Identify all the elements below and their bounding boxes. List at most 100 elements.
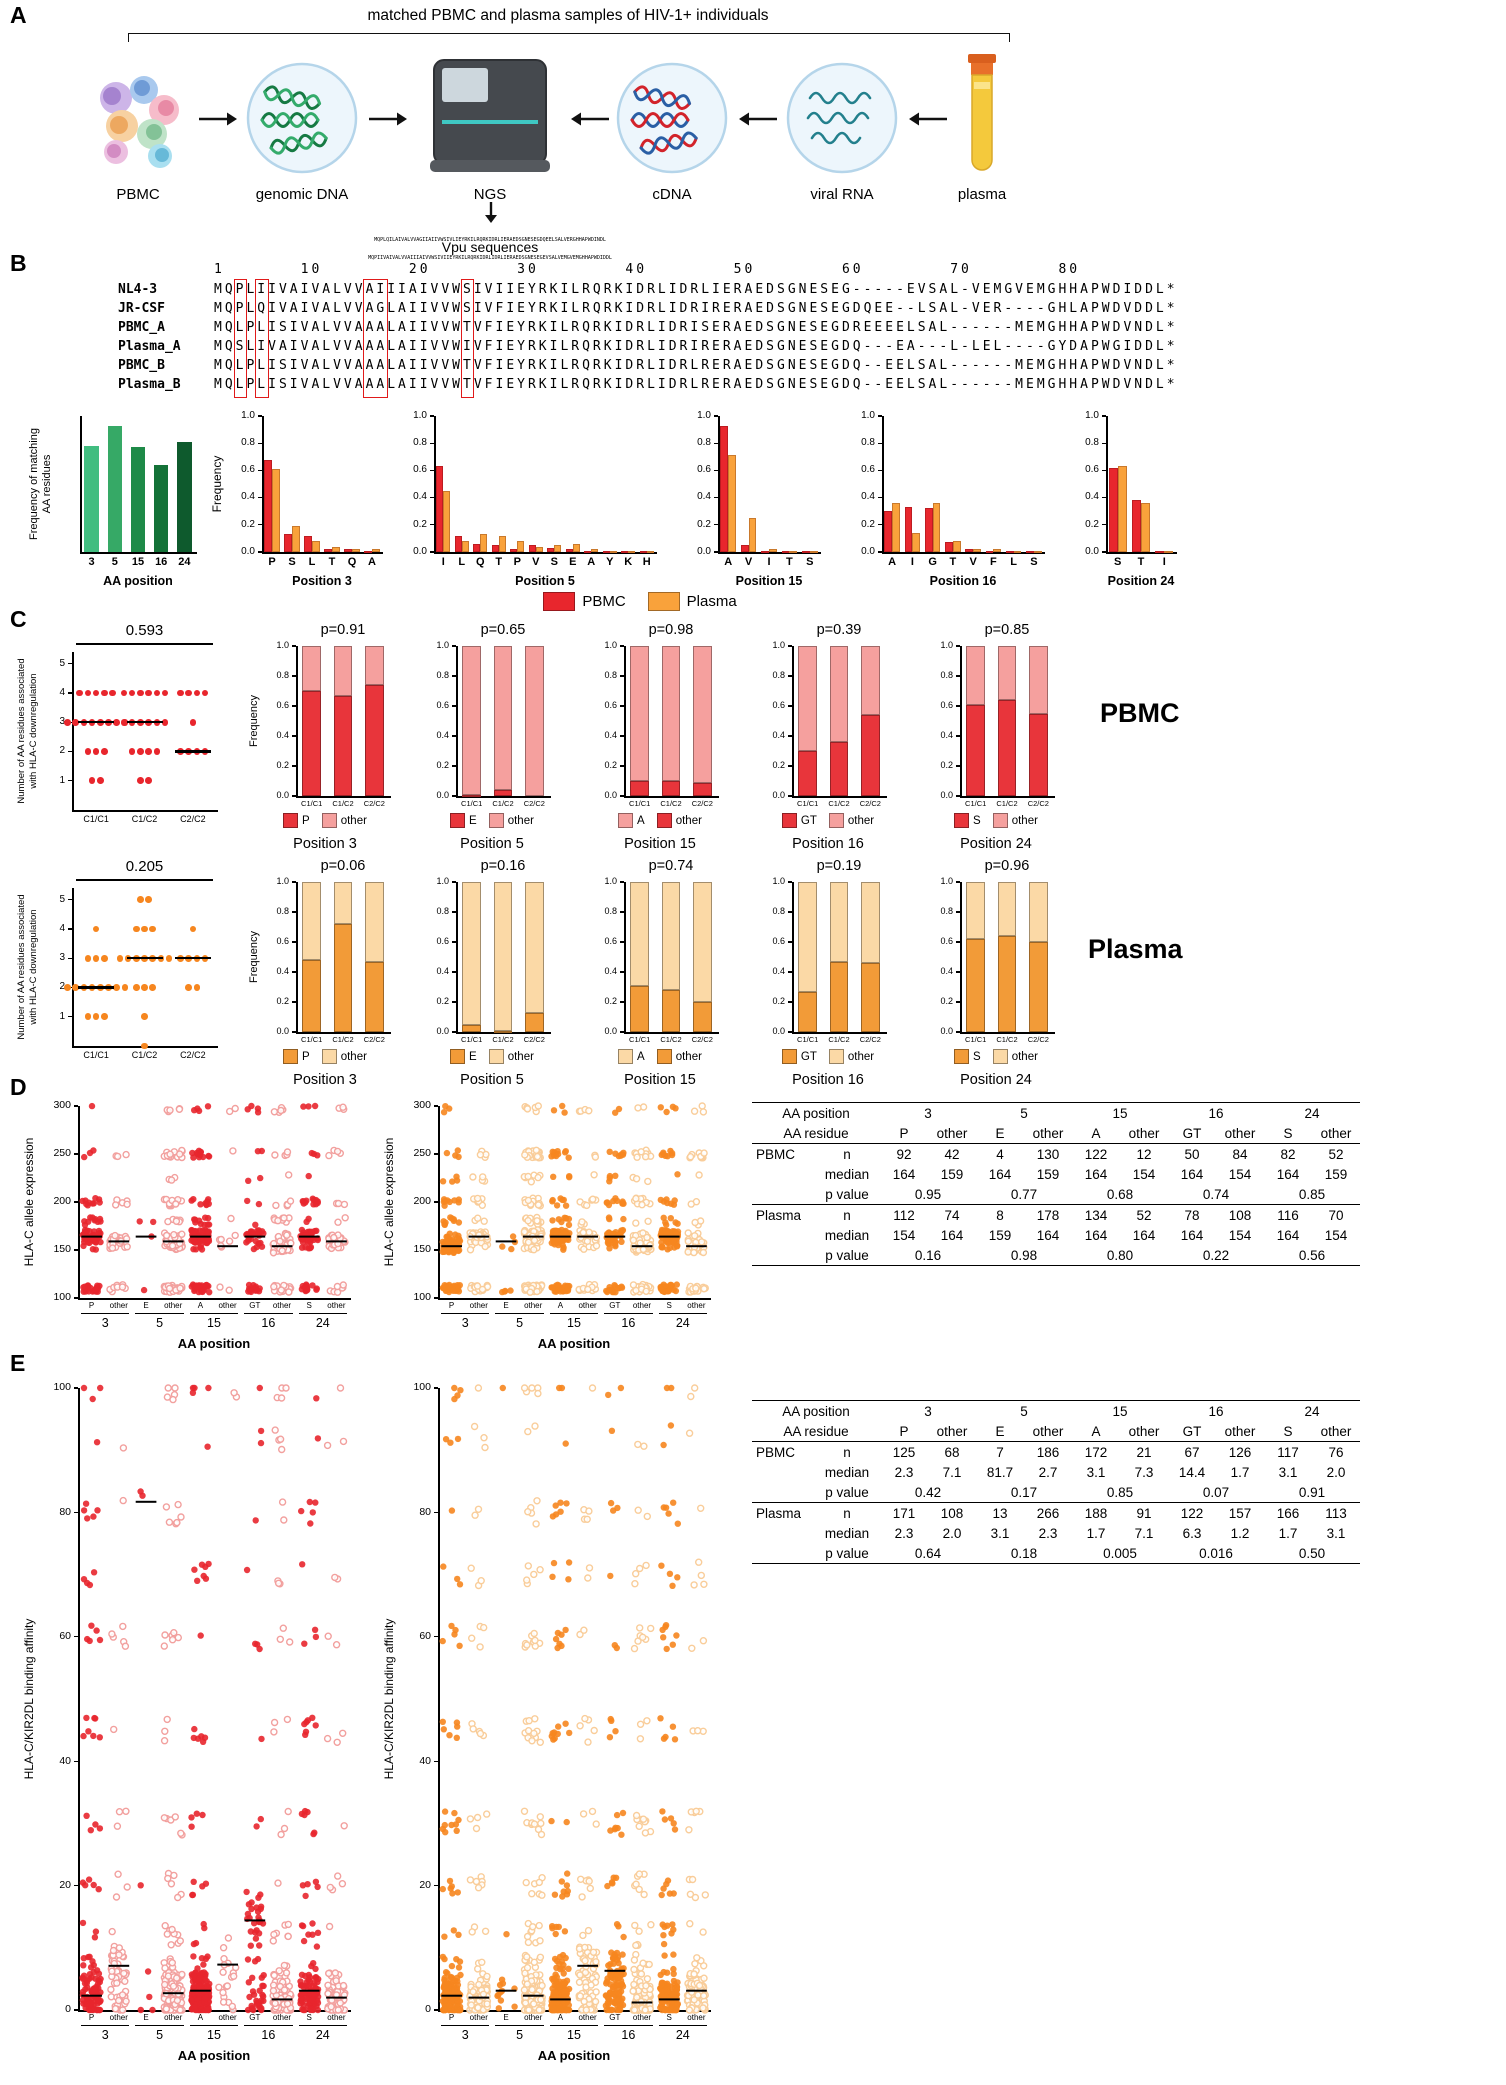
chart-primitive: 300 <box>53 1099 71 1112</box>
chart-primitive <box>788 911 792 913</box>
chart-primitive: S <box>973 1050 981 1063</box>
chart-primitive <box>524 1216 532 1225</box>
chart-primitive <box>451 1809 458 1817</box>
chart-primitive <box>620 645 624 647</box>
chart-primitive <box>664 1199 671 1207</box>
chart-primitive <box>579 1931 587 1940</box>
chart-primitive <box>90 1732 97 1740</box>
chart-primitive <box>786 62 898 174</box>
chart-primitive <box>275 1967 283 1975</box>
chart-primitive <box>161 1727 169 1735</box>
chart-primitive <box>643 1975 652 1983</box>
chart-primitive <box>146 1993 153 2001</box>
chart-primitive <box>452 645 456 647</box>
chart-primitive <box>580 1626 588 1634</box>
plasma-residue-count-dotplot: 0.205 1 2 3 4 5 C1/C1 C1/C2 C2/C2 Number of AA re… <box>12 858 244 1094</box>
chart-primitive: 1.0 <box>861 409 875 421</box>
chart-primitive <box>909 112 947 126</box>
chart-primitive <box>699 1108 708 1116</box>
chart-primitive <box>312 1965 319 1973</box>
chart-primitive <box>524 1507 532 1516</box>
chart-primitive <box>199 1153 207 1161</box>
chart-primitive <box>641 2006 649 2014</box>
chart-primitive <box>687 1392 695 1401</box>
chart-primitive <box>161 718 169 726</box>
pbmc-position-5-stacked-chart: p=0.65 0.0 0.2 0.4 0.6 0.8 1.0 C1/C1 C1/C2 C2/C2 E… <box>420 622 570 858</box>
chart-primitive <box>101 748 108 755</box>
chart-primitive <box>457 1387 464 1394</box>
chart-primitive: 164 <box>892 1166 916 1182</box>
chart-primitive <box>305 1103 312 1110</box>
chart-primitive <box>608 1427 616 1434</box>
chart-primitive <box>430 524 434 526</box>
chart-primitive <box>454 1435 462 1443</box>
chart-primitive <box>94 1998 102 2005</box>
chart-primitive <box>167 1941 175 1949</box>
chart-primitive <box>604 1882 611 1890</box>
chart-primitive: 5 <box>156 2028 164 2042</box>
chart-primitive <box>1132 500 1141 552</box>
plasma-label: plasma <box>957 186 1007 203</box>
chart-primitive <box>173 1996 182 2005</box>
chart-primitive <box>292 881 296 883</box>
chart-primitive <box>204 1443 211 1450</box>
chart-primitive: C1/C1 <box>83 1050 109 1060</box>
chart-primitive <box>614 1504 621 1512</box>
chart-primitive <box>499 1384 506 1392</box>
chart-primitive: 164 <box>1036 1227 1060 1243</box>
chart-primitive <box>624 646 626 798</box>
chart-primitive <box>580 1997 588 2006</box>
chart-primitive <box>277 1286 286 1294</box>
chart-primitive <box>605 1214 613 1221</box>
chart-primitive <box>128 748 136 755</box>
chart-primitive <box>607 1715 614 1723</box>
chart-primitive <box>166 1150 174 1158</box>
chart-primitive <box>714 497 718 499</box>
chart-primitive: p=0.98 <box>648 622 694 638</box>
chart-primitive: other <box>1011 814 1038 827</box>
chart-primitive: S <box>306 1301 312 1310</box>
chart-primitive <box>97 1238 104 1246</box>
pbmc-row-label: PBMC <box>1100 698 1180 728</box>
chart-primitive: other <box>164 1301 183 1310</box>
chart-primitive <box>280 1214 288 1222</box>
chart-primitive: E <box>469 814 477 827</box>
chart-primitive: 0.6 <box>697 464 711 476</box>
chart-primitive <box>144 1968 152 1975</box>
chart-primitive <box>454 1723 461 1730</box>
chart-primitive <box>309 1509 316 1516</box>
chart-primitive <box>190 1196 197 1203</box>
chart-primitive <box>510 549 518 552</box>
chart-primitive <box>521 1151 529 1159</box>
pbmc-position-3-stacked-chart: p=0.91 0.0 0.2 0.4 0.6 0.8 1.0 C1/C1 C1/C2 C2/C2 P… <box>246 622 406 858</box>
chart-primitive <box>965 549 974 552</box>
chart-primitive <box>369 112 407 126</box>
chart-primitive <box>608 1879 616 1886</box>
chart-primitive <box>203 1281 210 1289</box>
chart-primitive <box>956 735 960 737</box>
chart-primitive: S <box>954 1049 981 1064</box>
chart-primitive <box>639 1815 648 1823</box>
chart-primitive: 16 <box>1168 1102 1264 1123</box>
chart-primitive <box>334 2006 342 2014</box>
chart-primitive <box>170 1628 178 1637</box>
chart-primitive: 1.0 <box>604 640 617 651</box>
chart-primitive <box>560 1970 567 1977</box>
chart-primitive: 0.0 <box>697 545 711 557</box>
chart-primitive <box>161 689 169 697</box>
chart-primitive <box>190 1154 197 1161</box>
chart-primitive <box>332 1977 340 1985</box>
chart-primitive <box>197 1237 204 1245</box>
chart-primitive: 154 <box>1324 1227 1348 1243</box>
chart-primitive: 2 <box>59 745 65 757</box>
chart-primitive <box>530 1958 539 1966</box>
chart-primitive <box>269 1249 278 1257</box>
chart-primitive <box>278 1498 287 1506</box>
chart-primitive <box>661 1952 668 1959</box>
chart-primitive: 108 <box>1228 1207 1252 1223</box>
chart-primitive: 100 <box>53 1291 71 1304</box>
chart-primitive <box>269 1987 278 1995</box>
chart-primitive: 0.68 <box>1072 1184 1168 1205</box>
chart-primitive <box>206 1289 213 1296</box>
